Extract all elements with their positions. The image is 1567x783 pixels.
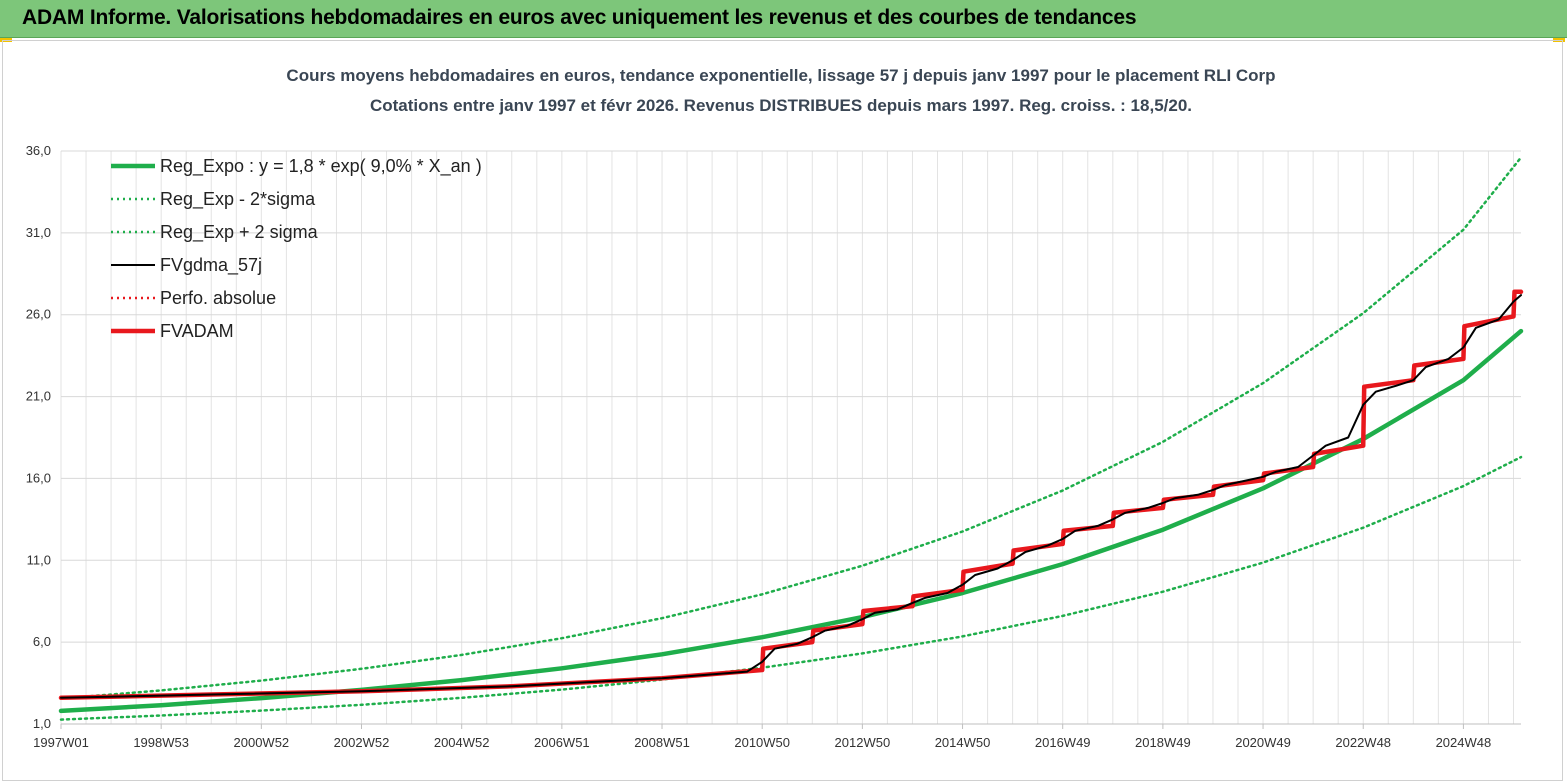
y-tick-label: 16,0 <box>26 470 51 485</box>
banner-title: ADAM Informe. Valorisations hebdomadaire… <box>22 6 1137 29</box>
legend-label: FVADAM <box>160 321 234 341</box>
y-tick-label: 26,0 <box>26 307 51 322</box>
y-tick-label: 21,0 <box>26 389 51 404</box>
chart-frame: Cours moyens hebdomadaires en euros, ten… <box>2 40 1563 781</box>
x-tick-label: 2016W49 <box>1035 735 1091 750</box>
series-line-3 <box>59 156 1523 700</box>
legend-label: Reg_Expo : y = 1,8 * exp( 9,0% * X_an ) <box>160 156 482 177</box>
series-line-6 <box>58 289 1524 701</box>
x-tick-label: 2012W50 <box>835 735 891 750</box>
x-tick-label: 1997W01 <box>33 735 89 750</box>
series-line-1 <box>58 328 1524 714</box>
plot-area <box>58 156 1524 721</box>
legend-label: FVgdma_57j <box>160 255 262 276</box>
y-axis: 1,0 6,0 11,0 16,0 21,0 26,0 31,0 36,0 <box>26 143 51 731</box>
y-tick-label: 1,0 <box>33 716 51 731</box>
x-tick-label: 1998W53 <box>133 735 189 750</box>
x-tick-label: 2018W49 <box>1135 735 1191 750</box>
series-line-5 <box>59 290 1523 700</box>
y-tick-label: 11,0 <box>27 552 51 567</box>
chart-subtitle: Cotations entre janv 1997 et févr 2026. … <box>370 96 1192 115</box>
legend: Reg_Expo : y = 1,8 * exp( 9,0% * X_an ) R… <box>111 156 482 341</box>
legend-label: Reg_Exp + 2 sigma <box>160 222 319 243</box>
x-tick-label: 2004W52 <box>434 735 490 750</box>
x-tick-label: 2002W52 <box>334 735 390 750</box>
x-axis: 1997W01 1998W53 2000W52 2002W52 2004W52 2006W… <box>33 723 1521 750</box>
y-tick-label: 31,0 <box>26 225 51 240</box>
series-line-4 <box>60 294 1522 699</box>
x-tick-label: 2008W51 <box>634 735 690 750</box>
x-tick-label: 2020W49 <box>1235 735 1291 750</box>
legend-label: Reg_Exp - 2*sigma <box>160 189 316 210</box>
y-tick-label: 6,0 <box>33 634 51 649</box>
x-tick-label: 2000W52 <box>234 735 290 750</box>
chart: Cours moyens hebdomadaires en euros, ten… <box>26 66 1524 750</box>
chart-title: Cours moyens hebdomadaires en euros, ten… <box>286 66 1275 85</box>
x-tick-label: 2006W51 <box>534 735 590 750</box>
banner: ADAM Informe. Valorisations hebdomadaire… <box>0 0 1567 38</box>
legend-label: Perfo. absolue <box>160 288 276 308</box>
series-line-2 <box>59 455 1523 721</box>
x-tick-label: 2024W48 <box>1436 735 1492 750</box>
y-tick-label: 36,0 <box>26 143 51 158</box>
x-tick-label: 2014W50 <box>935 735 991 750</box>
x-tick-label: 2022W48 <box>1335 735 1391 750</box>
x-tick-label: 2010W50 <box>734 735 790 750</box>
